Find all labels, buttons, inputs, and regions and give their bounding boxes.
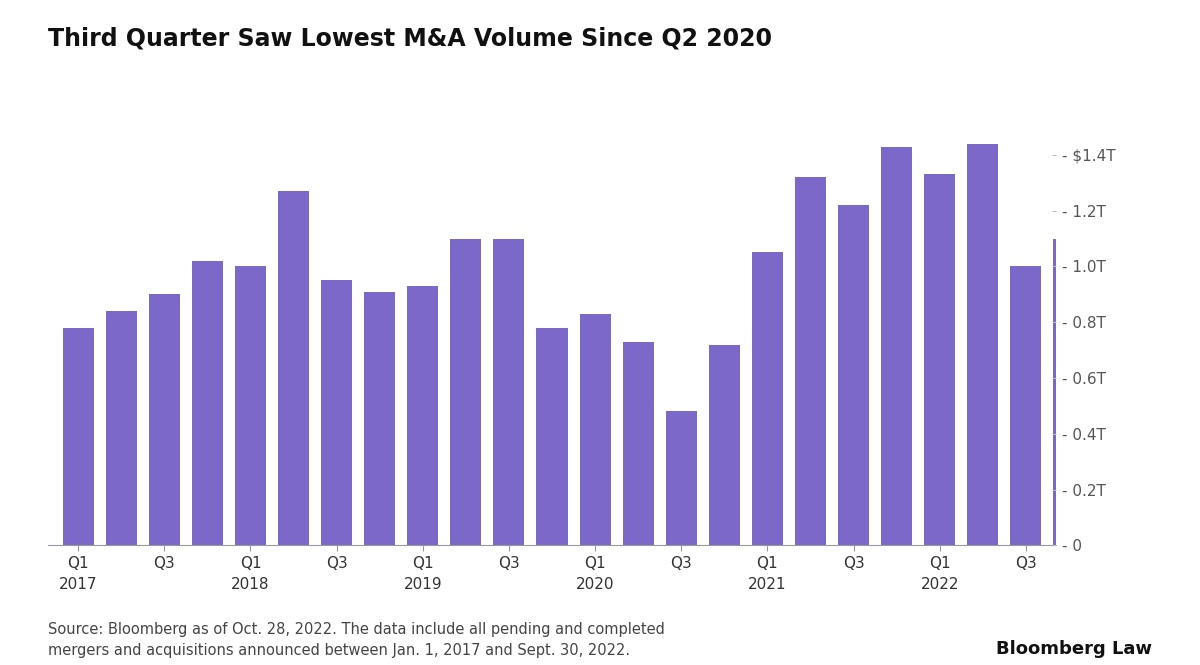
- Bar: [967, 144, 998, 545]
- Bar: [192, 261, 223, 545]
- Bar: [278, 191, 310, 545]
- Bar: [407, 286, 438, 545]
- Bar: [1010, 267, 1042, 545]
- Bar: [1097, 344, 1128, 545]
- Bar: [62, 328, 94, 545]
- Bar: [322, 281, 352, 545]
- Bar: [536, 328, 568, 545]
- Bar: [580, 314, 611, 545]
- Bar: [450, 239, 481, 545]
- Bar: [794, 177, 826, 545]
- Bar: [364, 291, 395, 545]
- Bar: [149, 295, 180, 545]
- Bar: [666, 412, 697, 545]
- Bar: [623, 342, 654, 545]
- Bar: [106, 311, 137, 545]
- Bar: [1054, 239, 1085, 545]
- Text: Third Quarter Saw Lowest M&A Volume Since Q2 2020: Third Quarter Saw Lowest M&A Volume Sinc…: [48, 27, 772, 51]
- Bar: [881, 146, 912, 545]
- Bar: [838, 205, 869, 545]
- Bar: [235, 267, 266, 545]
- Bar: [493, 239, 524, 545]
- Bar: [752, 253, 782, 545]
- Text: Bloomberg Law: Bloomberg Law: [996, 640, 1152, 658]
- Bar: [924, 174, 955, 545]
- Text: Source: Bloomberg as of Oct. 28, 2022. The data include all pending and complete: Source: Bloomberg as of Oct. 28, 2022. T…: [48, 622, 665, 658]
- Bar: [709, 344, 740, 545]
